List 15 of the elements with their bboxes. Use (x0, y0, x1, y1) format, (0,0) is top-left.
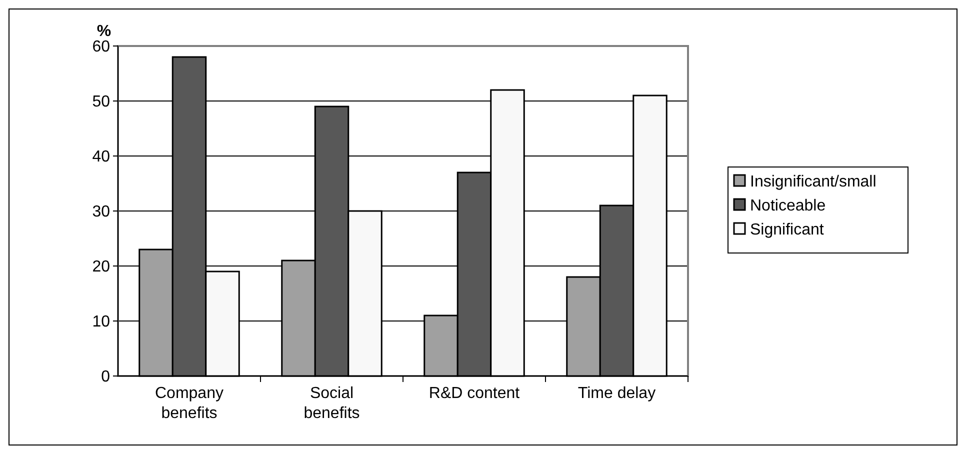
x-tick-label: R&D content (428, 385, 520, 402)
y-tick-label: 30 (92, 204, 110, 221)
legend-label: Noticeable (750, 198, 826, 215)
y-tick-label: 40 (92, 148, 110, 166)
legend-label: Significant (750, 222, 824, 239)
y-tick-label: 0 (101, 368, 110, 386)
y-tick-label: 10 (92, 314, 110, 331)
x-tick-label: Social benefits (304, 385, 360, 422)
y-tick-label: 60 (92, 38, 110, 56)
x-tick-label: Time delay (578, 385, 656, 402)
x-tick-label: Company benefits (155, 385, 224, 422)
y-tick-label: 50 (92, 94, 110, 111)
y-tick-label: 20 (92, 258, 110, 276)
legend-label: Insignificant/small (750, 174, 876, 191)
y-axis-title: % (96, 23, 112, 40)
